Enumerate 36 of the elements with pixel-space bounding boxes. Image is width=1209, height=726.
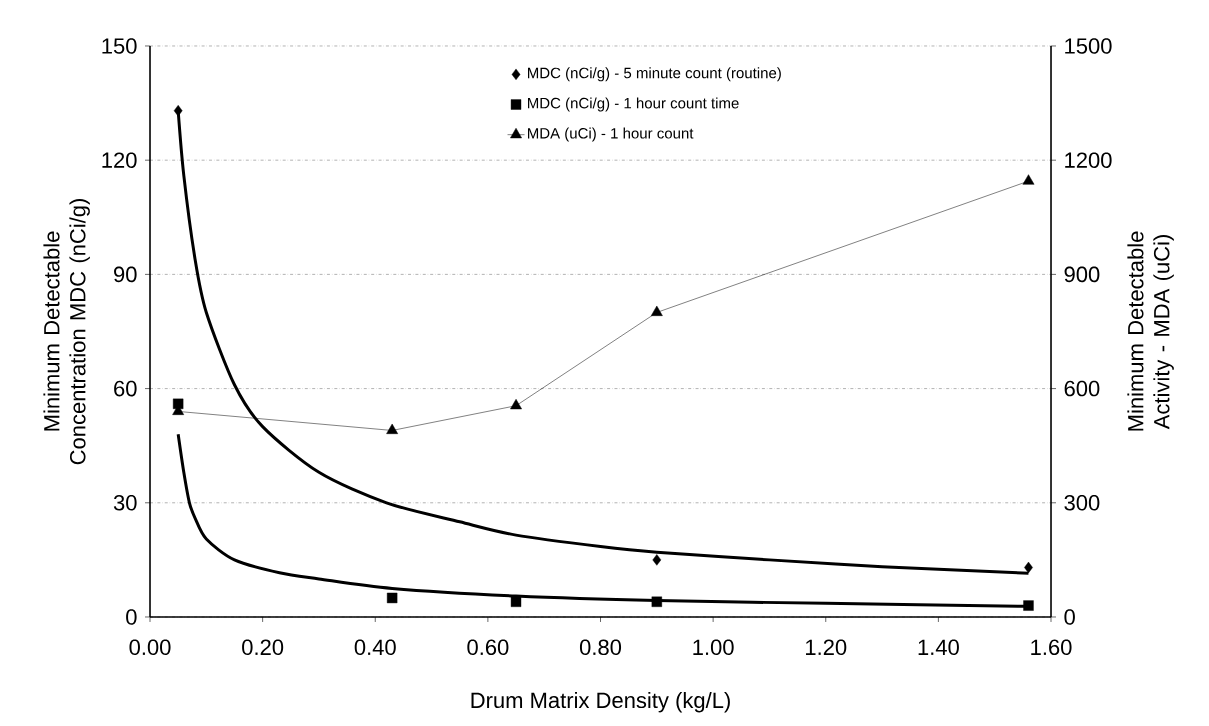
point: [1022, 174, 1035, 185]
y-tick-label: 90: [114, 266, 137, 283]
y-tick-label: 60: [114, 380, 137, 397]
x-tick-label: 1.40: [918, 639, 959, 656]
legend-label: MDA (uCi) - 1 hour count: [528, 127, 694, 142]
y2-tick-label: 600: [1064, 380, 1100, 397]
y-axis-title: Minimum Detectable Concentration MDC (nCi/g): [43, 199, 90, 465]
point: [1023, 600, 1034, 611]
x-tick-label: 1.60: [1031, 639, 1072, 656]
y-tick-label: 120: [102, 152, 137, 168]
x-tick-label: 0.60: [467, 639, 509, 656]
y-tick-label: 30: [113, 495, 137, 511]
x-tick-label: 1.20: [806, 639, 847, 656]
y2-tick-label: 900: [1064, 266, 1100, 283]
point: [386, 423, 399, 434]
legend-label: MDC (nCi/g) - 1 hour count time: [528, 97, 739, 112]
y2-tick-label: 1200: [1065, 152, 1112, 168]
x-tick-label: 0.40: [354, 639, 396, 656]
point: [510, 596, 522, 607]
legend-label: MDC (nCi/g) - 5 minute count (routine): [528, 67, 781, 82]
x-tick-label: 0.80: [579, 639, 622, 656]
point: [652, 554, 662, 566]
y2-tick-label: 300: [1064, 495, 1100, 511]
y2-tick-label: 0: [1064, 609, 1075, 625]
point: [651, 596, 663, 607]
y-tick-label: 150: [102, 38, 137, 54]
x-tick-label: 1.00: [693, 639, 734, 656]
x-tick-label: 0.00: [129, 639, 171, 656]
point: [386, 592, 398, 604]
y-tick-label: 0: [126, 609, 137, 625]
x-axis-title: Drum Matrix Density (kg/L): [471, 691, 730, 713]
y2-tick-label: 1500: [1065, 38, 1112, 54]
point: [650, 305, 663, 316]
y2-axis-title: Minimum Detectable Activity - MDA (uCi): [1127, 231, 1174, 431]
x-tick-label: 0.20: [242, 639, 284, 656]
point: [510, 398, 522, 410]
